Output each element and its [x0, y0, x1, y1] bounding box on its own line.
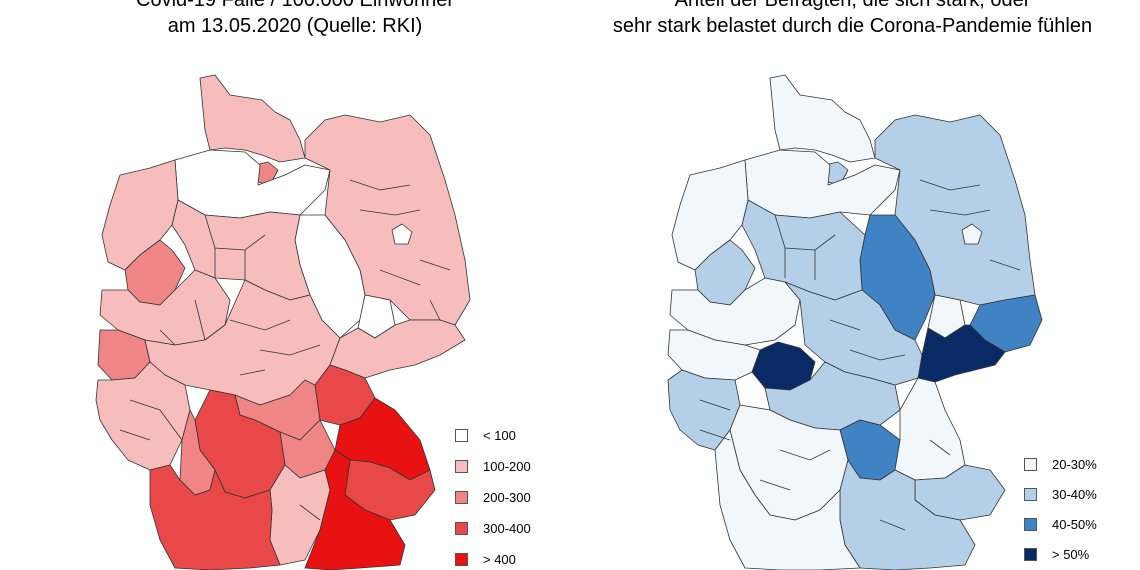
- left-title-line-2: am 13.05.2020 (Quelle: RKI): [167, 15, 423, 37]
- legend-label: 300-400: [483, 521, 531, 536]
- left-map-title: Covid-19 Fälle / 100.000 Einwohner am 13…: [30, 0, 560, 39]
- rregion-central: [784, 281, 923, 386]
- legend-swatch: [455, 491, 468, 504]
- legend-swatch: [1024, 548, 1037, 561]
- right-title-line-2: sehr stark belastet durch die Corona-Pan…: [612, 15, 1093, 37]
- legend-swatch: [455, 522, 468, 535]
- legend-label: < 100: [483, 428, 516, 443]
- legend-label: 40-50%: [1052, 517, 1097, 532]
- legend-swatch: [455, 553, 468, 566]
- legend-swatch: [455, 429, 468, 442]
- legend-label: 20-30%: [1052, 457, 1097, 472]
- legend-label: > 50%: [1052, 547, 1090, 562]
- legend-swatch: [455, 460, 468, 473]
- region-lower-saxony-north: [174, 149, 331, 219]
- legend-label: 200-300: [483, 490, 531, 505]
- rregion-west: [667, 329, 761, 381]
- region-upper-bavaria: [304, 449, 406, 570]
- right-district-lines: [699, 179, 1021, 531]
- rregion-bw-south: [714, 429, 861, 570]
- legend-label: 30-40%: [1052, 487, 1097, 502]
- rregion-east-bavaria: [894, 377, 966, 481]
- legend-swatch: [1024, 518, 1037, 531]
- legend-label: 100-200: [483, 459, 531, 474]
- legend-label: > 400: [483, 552, 516, 567]
- right-title-line-1: Anteil der Befragten, die sich stark, od…: [674, 0, 1031, 11]
- region-north: [199, 74, 306, 163]
- left-title-line-1: Covid-19 Fälle / 100.000 Einwohner: [136, 0, 454, 11]
- region-bw-south: [149, 464, 281, 570]
- region-berlin: [391, 223, 413, 245]
- left-district-lines: [119, 179, 451, 521]
- right-map-title: Anteil der Befragten, die sich stark, od…: [565, 0, 1140, 39]
- rregion-berlin: [961, 223, 983, 245]
- legend-swatch: [1024, 488, 1037, 501]
- covid-cases-map: [95, 74, 471, 570]
- legend-swatch: [1024, 458, 1037, 471]
- rregion-north: [769, 74, 876, 163]
- burden-survey-map: [667, 74, 1043, 570]
- rregion-lower-saxony-north: [744, 149, 901, 219]
